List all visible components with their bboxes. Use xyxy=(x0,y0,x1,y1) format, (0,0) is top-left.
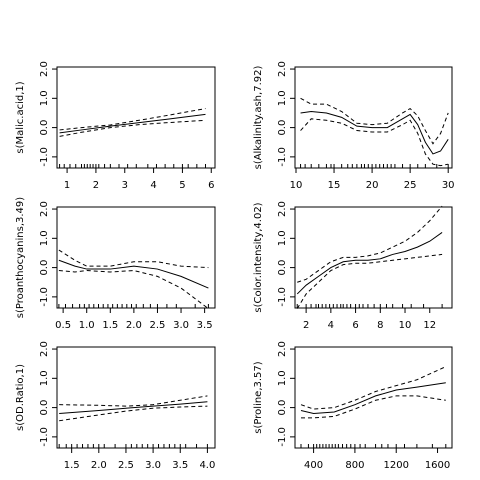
x-tick-label: 12 xyxy=(423,320,436,331)
y-tick-label: 0.0 xyxy=(39,260,50,276)
curve xyxy=(300,110,449,155)
x-tick-label: 800 xyxy=(345,460,364,471)
x-tick-label: 1.5 xyxy=(102,320,118,331)
x-tick-label: 2.5 xyxy=(150,320,166,331)
x-tick-label: 2.0 xyxy=(91,460,107,471)
y-tick-label: 0.0 xyxy=(277,120,288,136)
y-tick-label: 2.0 xyxy=(277,201,288,217)
curve xyxy=(59,395,208,407)
x-tick-label: 0.5 xyxy=(55,320,71,331)
y-axis-label: s(Proline,3.57) xyxy=(253,361,264,433)
curve xyxy=(300,382,446,414)
curve xyxy=(59,119,206,137)
y-tick-label: 1.0 xyxy=(39,370,50,386)
y-tick-label: 2.0 xyxy=(39,341,50,357)
y-tick-label: 1.0 xyxy=(277,230,288,246)
plot-frame xyxy=(294,206,453,309)
y-tick-label: 0.0 xyxy=(39,400,50,416)
x-tick-label: 3.0 xyxy=(173,320,189,331)
curve xyxy=(58,249,209,269)
plot-frame xyxy=(56,66,216,169)
plot-frame xyxy=(56,346,216,449)
x-tick-label: 3.0 xyxy=(145,460,161,471)
y-tick-label: 2.0 xyxy=(277,341,288,357)
y-tick-label: -1.0 xyxy=(277,147,288,167)
x-tick-label: 6 xyxy=(208,180,214,191)
y-tick-label: 2.0 xyxy=(39,61,50,77)
plot-frame xyxy=(294,66,453,169)
curve xyxy=(59,405,208,422)
y-tick-label: -1.0 xyxy=(277,287,288,307)
y-tick-label: -1.0 xyxy=(277,427,288,447)
x-tick-label: 1.0 xyxy=(79,320,95,331)
x-tick-label: 2.5 xyxy=(118,460,134,471)
plot-frame xyxy=(56,206,216,309)
x-tick-label: 3.5 xyxy=(197,320,213,331)
curve xyxy=(296,232,443,295)
y-tick-label: -1.0 xyxy=(39,287,50,307)
x-tick-label: 2.0 xyxy=(126,320,142,331)
y-tick-label: 2.0 xyxy=(277,61,288,77)
y-tick-label: 1.0 xyxy=(39,230,50,246)
x-tick-label: 8 xyxy=(377,320,383,331)
x-tick-label: 10 xyxy=(290,180,303,191)
x-tick-label: 6 xyxy=(352,320,358,331)
x-tick-label: 4 xyxy=(150,180,156,191)
y-tick-label: 0.0 xyxy=(39,120,50,136)
y-axis-label: s(Alkalinity.ash,7.92) xyxy=(253,66,264,170)
curve xyxy=(59,113,206,134)
x-tick-label: 25 xyxy=(404,180,417,191)
curve xyxy=(300,395,446,419)
plot-frame xyxy=(294,346,453,449)
y-tick-label: 1.0 xyxy=(277,370,288,386)
x-tick-label: 400 xyxy=(304,460,323,471)
y-tick-label: 0.0 xyxy=(277,400,288,416)
y-tick-label: 0.0 xyxy=(277,260,288,276)
x-tick-label: 1 xyxy=(64,180,70,191)
curve xyxy=(300,118,449,167)
curve xyxy=(59,401,208,414)
y-axis-label: s(Malic.acid,1) xyxy=(15,81,26,153)
y-axis-label: s(OD.Ratio,1) xyxy=(15,364,26,431)
y-tick-label: -1.0 xyxy=(39,427,50,447)
x-tick-label: 3.5 xyxy=(172,460,188,471)
curve xyxy=(300,366,447,410)
x-tick-label: 10 xyxy=(399,320,412,331)
x-tick-label: 1.5 xyxy=(64,460,80,471)
x-tick-label: 1200 xyxy=(383,460,408,471)
curve xyxy=(59,108,206,131)
x-tick-label: 15 xyxy=(328,180,341,191)
curve xyxy=(58,259,209,289)
y-axis-label: s(Color.intensity,4.02) xyxy=(253,202,264,312)
curve xyxy=(297,205,443,283)
y-tick-label: 1.0 xyxy=(39,90,50,106)
curve xyxy=(58,270,209,309)
curve xyxy=(300,97,449,145)
x-tick-label: 4 xyxy=(328,320,334,331)
x-tick-label: 2 xyxy=(93,180,99,191)
x-tick-label: 1600 xyxy=(425,460,450,471)
x-tick-label: 20 xyxy=(366,180,379,191)
x-tick-label: 4.0 xyxy=(199,460,215,471)
x-tick-label: 5 xyxy=(179,180,185,191)
y-tick-label: 1.0 xyxy=(277,90,288,106)
x-tick-label: 3 xyxy=(122,180,128,191)
y-tick-label: 2.0 xyxy=(39,201,50,217)
x-tick-label: 30 xyxy=(442,180,455,191)
y-tick-label: -1.0 xyxy=(39,147,50,167)
x-tick-label: 2 xyxy=(303,320,309,331)
curve xyxy=(296,253,443,309)
y-axis-label: s(Proanthocyanins,3.49) xyxy=(15,197,26,318)
